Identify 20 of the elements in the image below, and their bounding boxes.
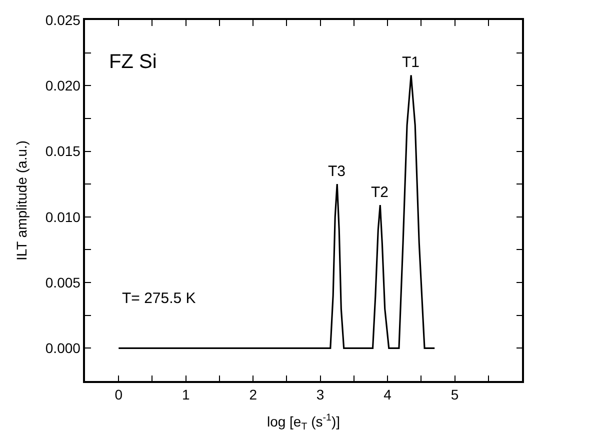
x-tick-label: 4 [384,386,392,403]
annotation: FZ Si [109,51,157,73]
annotation: T3 [328,163,346,180]
x-axis-title: log [e$_{T}$ (s$^{-1}$)] [266,412,340,432]
y-axis-title: ILT amplitude (a.u.) [14,140,30,261]
y-tick-label: 0.000 [45,340,81,356]
x-tick-label: 3 [316,386,324,403]
annotation: T2 [371,184,389,201]
y-tick-label: 0.020 [45,78,81,94]
y-tick-label: 0.010 [45,208,81,225]
annotation: T1 [402,54,420,71]
annotation: T= 275.5 K [122,290,196,307]
x-tick-label: 5 [450,386,459,403]
y-tick-label: 0.015 [45,143,81,160]
x-tick-label: 1 [182,386,190,403]
y-tick-label: 0.025 [45,12,81,28]
line-series [118,74,436,349]
x-tick-label: 2 [249,386,258,403]
x-tick-label: 0 [114,386,123,403]
y-tick-label: 0.005 [45,274,81,290]
